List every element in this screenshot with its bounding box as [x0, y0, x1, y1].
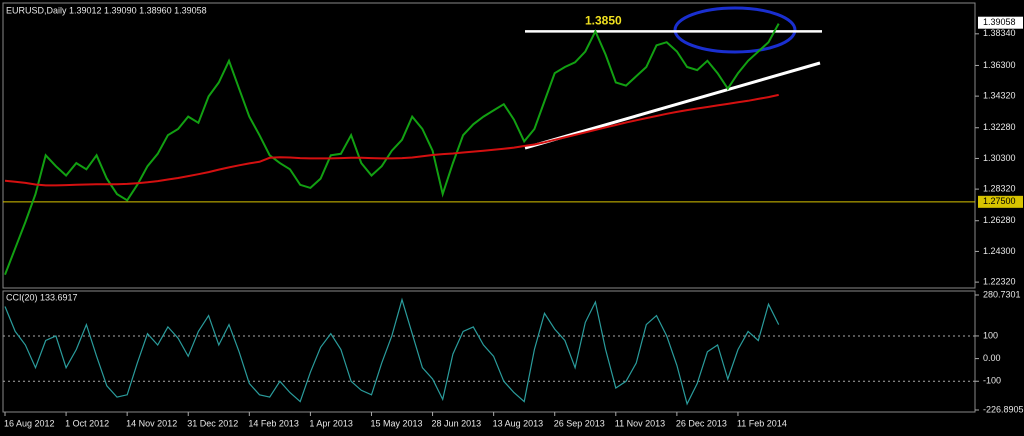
x-tick-label: 26 Sep 2013	[554, 418, 605, 428]
x-tick-label: 28 Jun 2013	[432, 418, 482, 428]
y-tick-label: 1.22320	[983, 276, 1016, 286]
x-tick-label: 1 Apr 2013	[309, 418, 353, 428]
chart-title: EURUSD,Daily 1.39012 1.39090 1.38960 1.3…	[6, 5, 207, 15]
x-tick-label: 16 Aug 2012	[4, 418, 55, 428]
y-tick-label: 1.32280	[983, 122, 1016, 132]
y-tick-label: -226.8905	[983, 404, 1024, 414]
y-tick-label: 1.30300	[983, 153, 1016, 163]
y-tick-label: 1.34320	[983, 91, 1016, 101]
y-tick-label: 1.24300	[983, 246, 1016, 256]
y-tick-label: 0.00	[983, 353, 1001, 363]
x-tick-label: 13 Aug 2013	[493, 418, 544, 428]
x-tick-label: 1 Oct 2012	[65, 418, 109, 428]
y-tick-label: 1.38340	[983, 28, 1016, 38]
trend-line	[524, 61, 821, 150]
level-label: 1.27500	[983, 196, 1016, 206]
y-tick-label: 1.36300	[983, 60, 1016, 70]
current-price: 1.39058	[983, 17, 1016, 27]
x-tick-label: 14 Nov 2012	[126, 418, 177, 428]
series-line	[4, 297, 780, 406]
y-tick-label: 1.28320	[983, 183, 1016, 193]
x-tick-label: 31 Dec 2012	[187, 418, 238, 428]
indicator-title: CCI(20) 133.6917	[6, 292, 78, 302]
main-panel	[2, 2, 976, 289]
y-tick-label: -100	[983, 376, 1001, 386]
y-tick-label: 280.7301	[983, 289, 1021, 299]
level-box	[978, 195, 1023, 208]
cci-panel	[2, 290, 976, 413]
annotation-label: 1.3850	[585, 14, 622, 28]
x-tick-label: 15 May 2013	[370, 418, 422, 428]
series-line	[4, 93, 779, 187]
x-tick-label: 26 Dec 2013	[676, 418, 727, 428]
y-tick-label: 1.26280	[983, 215, 1016, 225]
series-line	[4, 23, 780, 276]
x-tick-label: 11 Feb 2014	[737, 418, 787, 428]
price-box	[978, 16, 1023, 29]
x-tick-label: 14 Feb 2013	[248, 418, 299, 428]
highlight-ellipse	[673, 6, 797, 54]
y-tick-label: 100	[983, 330, 998, 340]
x-tick-label: 11 Nov 2013	[615, 418, 665, 428]
